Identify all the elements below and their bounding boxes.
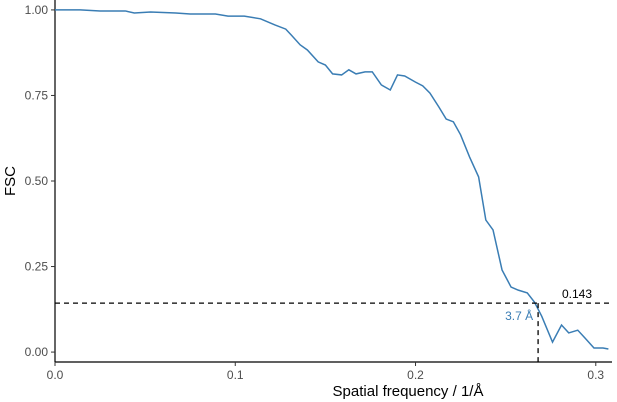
x-tick-label: 0.3: [587, 368, 604, 382]
threshold-label: 0.143: [562, 287, 592, 301]
y-tick-label: 1.00: [25, 3, 49, 17]
x-tick-label: 0.1: [227, 368, 244, 382]
y-tick-label: 0.75: [25, 88, 49, 102]
y-tick-label: 0.00: [25, 345, 49, 359]
x-axis-title: Spatial frequency / 1/Å: [333, 383, 484, 400]
fsc-line: [55, 9, 609, 350]
y-tick-label: 0.25: [25, 260, 49, 274]
x-tick-label: 0.2: [407, 368, 424, 382]
y-tick-label: 0.50: [25, 174, 49, 188]
x-tick-label: 0.0: [47, 368, 64, 382]
y-axis-title: FSC: [2, 166, 19, 196]
resolution-label: 3.7 Å: [505, 308, 533, 323]
